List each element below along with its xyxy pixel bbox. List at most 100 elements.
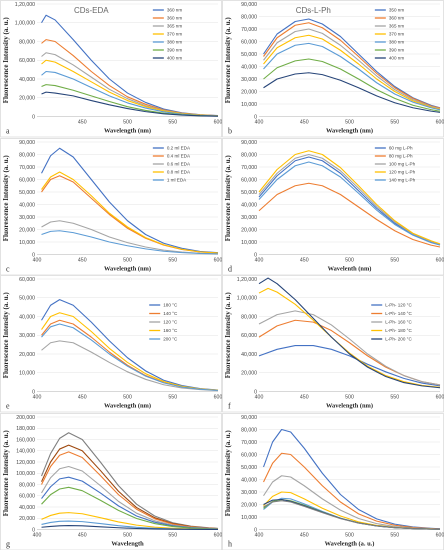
panel-letter: g xyxy=(6,539,10,548)
x-tick-label: 600 xyxy=(436,532,444,538)
panel-letter: b xyxy=(228,127,232,136)
y-tick-label: 20,000 xyxy=(19,227,35,233)
legend-label: L-Ph- 180 °C xyxy=(385,328,412,333)
y-tick-label: 40,000 xyxy=(241,202,257,208)
y-tick-label: 40,000 xyxy=(19,504,35,510)
y-axis-label: Fluorescence Intensity (a. u.) xyxy=(224,292,232,379)
legend-label: 360 nm xyxy=(167,8,182,13)
y-tick-label: 0 xyxy=(254,527,257,533)
y-tick-label: 20,000 xyxy=(19,516,35,522)
y-tick-label: 80,000 xyxy=(19,482,35,488)
chart-panel-g: 0 20,000 40,000 60,000 80,000 100,000 120,000 1… xyxy=(0,412,222,550)
y-tick-label: 20,000 xyxy=(241,89,257,95)
x-tick-label: 400 xyxy=(33,257,42,263)
legend-label: 0.4 ml EDA xyxy=(167,153,191,158)
series-line xyxy=(41,299,219,391)
y-tick-label: 1,20,000 xyxy=(237,277,257,283)
legend-label: 80 mg L-Ph xyxy=(389,153,413,158)
y-tick-label: 0 xyxy=(254,252,257,258)
y-tick-label: 20,000 xyxy=(19,96,35,102)
legend-label: L-Ph- 120 °C xyxy=(385,303,412,308)
panel-border xyxy=(222,0,444,138)
legend-label: 180 °C xyxy=(163,303,178,308)
series-line xyxy=(258,310,441,386)
series-line xyxy=(263,58,441,112)
y-tick-label: 0 xyxy=(32,389,35,395)
series-line xyxy=(263,72,441,113)
y-axis-label: Fluorescence Intensity (a. u.) xyxy=(2,292,10,379)
y-tick-label: 60,000 xyxy=(19,493,35,499)
x-tick-label: 600 xyxy=(436,120,444,126)
legend-label: 120 °C xyxy=(163,320,178,325)
series-line xyxy=(41,170,219,254)
y-tick-label: 10,000 xyxy=(19,371,35,377)
panel-border xyxy=(0,275,222,413)
y-tick-label: 30,000 xyxy=(19,333,35,339)
x-tick-label: 550 xyxy=(390,120,399,126)
y-tick-label: 40,000 xyxy=(241,64,257,70)
y-tick-label: 40,000 xyxy=(19,202,35,208)
series-line xyxy=(258,155,441,245)
chart-panel-f: 0 20,000 40,000 60,000 80,000 1,00,000 1,20,00… xyxy=(222,275,444,413)
y-tick-label: 10,000 xyxy=(241,514,257,520)
y-tick-label: 10,000 xyxy=(19,239,35,245)
y-tick-label: 80,000 xyxy=(19,152,35,158)
y-tick-label: 160,000 xyxy=(16,437,35,443)
x-tick-label: 550 xyxy=(168,257,177,263)
y-tick-label: 20,000 xyxy=(241,371,257,377)
legend-label: 380 nm xyxy=(389,40,404,45)
legend-label: L-Ph- 200 °C xyxy=(385,337,412,342)
panel-letter: e xyxy=(6,402,10,411)
legend-label: 390 nm xyxy=(167,48,182,53)
legend-label: 140 °C xyxy=(163,311,178,316)
y-tick-label: 50,000 xyxy=(241,52,257,58)
x-tick-label: 450 xyxy=(300,257,309,263)
series-line xyxy=(258,277,441,389)
y-tick-label: 60,000 xyxy=(19,277,35,283)
legend-label: 400 nm xyxy=(389,56,404,61)
y-axis-label: Fluorescence Intensity (a. u.) xyxy=(224,154,232,241)
series-line xyxy=(258,160,441,246)
x-tick-label: 500 xyxy=(345,395,354,401)
x-tick-label: 550 xyxy=(168,532,177,538)
chart-panel-h: 0 10,000 20,000 30,000 40,000 50,000 60,000 70,… xyxy=(222,412,444,550)
y-tick-label: 80,000 xyxy=(241,427,257,433)
series-line xyxy=(41,312,219,391)
y-tick-label: 30,000 xyxy=(241,489,257,495)
legend-label: 0.6 ml EDA xyxy=(167,161,191,166)
legend: 0.2 ml EDA 0.4 ml EDA 0.6 ml EDA 0.8 ml EDA… xyxy=(152,145,191,182)
legend-label: 0.8 ml EDA xyxy=(167,169,191,174)
y-tick-label: 50,000 xyxy=(19,296,35,302)
series-line xyxy=(41,486,219,530)
legend-label: L-Ph- 140 °C xyxy=(385,311,412,316)
x-tick-label: 550 xyxy=(390,395,399,401)
series-line xyxy=(258,153,441,245)
legend-label: 140 mg L-Ph xyxy=(389,177,416,182)
y-tick-label: 30,000 xyxy=(241,214,257,220)
y-tick-label: 40,000 xyxy=(19,314,35,320)
y-tick-label: 100,000 xyxy=(16,471,35,477)
x-axis-label: Wavelenth (nm) xyxy=(328,265,372,272)
x-tick-label: 550 xyxy=(390,257,399,263)
y-tick-label: 60,000 xyxy=(241,452,257,458)
legend-label: 120 mg L-Ph xyxy=(389,169,416,174)
y-tick-label: 140,000 xyxy=(16,448,35,454)
y-tick-label: 0 xyxy=(254,114,257,120)
panel-border xyxy=(222,137,444,275)
legend: 350 nm 360 nm 365 nm 370 nm 380 nm 390 nm 400 … xyxy=(374,8,404,61)
panel-letter: h xyxy=(228,539,232,548)
y-tick-label: 50,000 xyxy=(241,464,257,470)
x-tick-label: 550 xyxy=(168,395,177,401)
y-tick-label: 10,000 xyxy=(241,102,257,108)
x-tick-label: 450 xyxy=(78,120,87,126)
legend-label: 350 nm xyxy=(389,8,404,13)
series-line xyxy=(263,28,441,110)
series-line xyxy=(41,147,219,253)
y-tick-label: 70,000 xyxy=(241,27,257,33)
legend-label: 390 nm xyxy=(389,48,404,53)
series-line xyxy=(41,323,219,391)
series-line xyxy=(263,499,441,530)
y-tick-label: 40,000 xyxy=(241,352,257,358)
legend-label: 100 mg L-Ph xyxy=(389,161,416,166)
